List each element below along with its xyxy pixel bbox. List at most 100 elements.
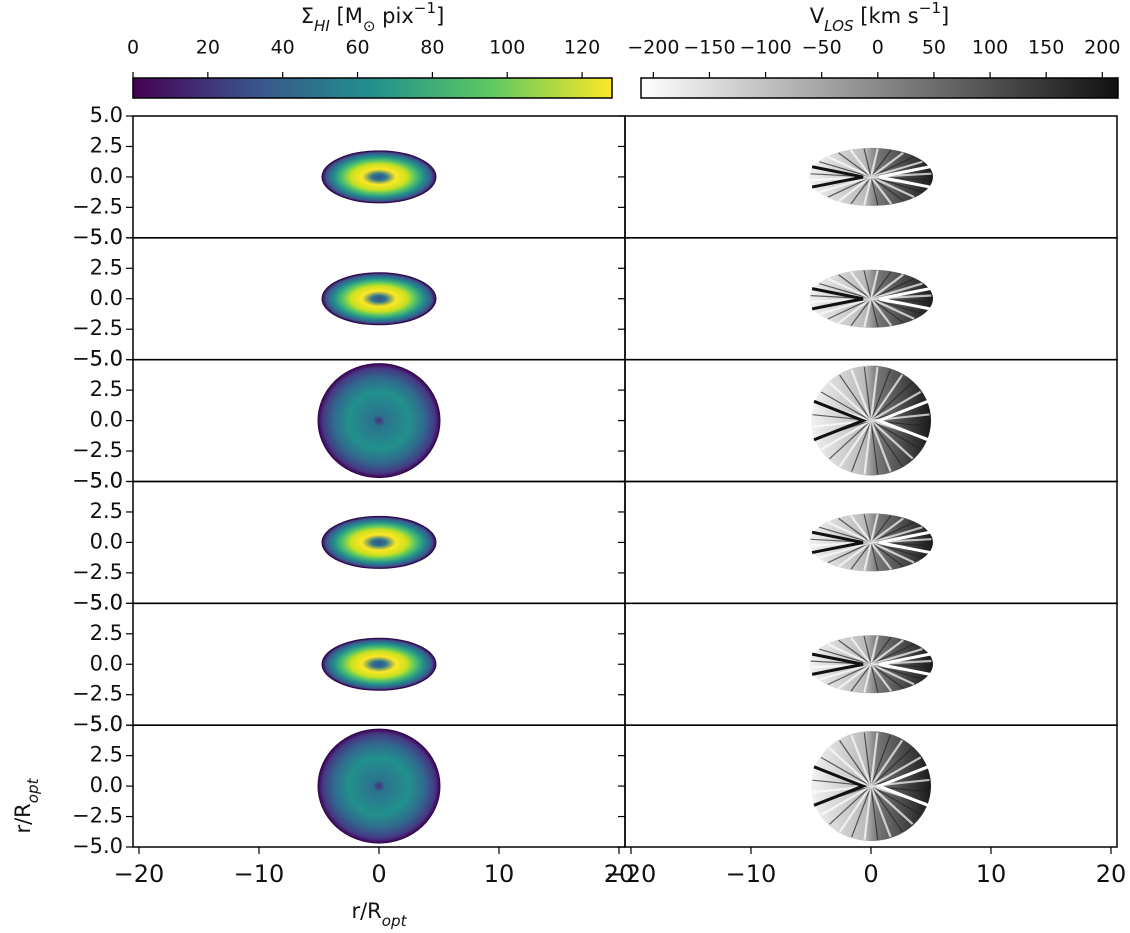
velocity-spoke [829, 785, 872, 825]
label-part: pix [376, 4, 414, 28]
hi-map [317, 728, 441, 844]
colorbar [132, 77, 613, 99]
velocity-spoke [819, 283, 872, 300]
velocity-spoke [870, 739, 904, 787]
velocity-spoke [838, 176, 872, 202]
velocity-spoke [828, 747, 872, 787]
colorbar-tick-label: 100 [972, 37, 1008, 59]
velocity-spoke [819, 663, 872, 681]
velocity-spoke [863, 148, 872, 178]
velocity-spoke [870, 747, 913, 787]
velocity-spoke [819, 648, 872, 665]
velocity-spoke [828, 381, 872, 422]
velocity-spoke [850, 176, 872, 205]
velocity-spoke [827, 176, 872, 198]
colorbar-tick-label: 200 [1084, 37, 1120, 59]
label-part: r/R [351, 899, 381, 923]
velocity-spoke [870, 663, 893, 692]
velocity-spoke [870, 521, 915, 543]
velocity-spoke [869, 366, 879, 421]
hi-map [321, 637, 437, 691]
velocity-spoke [869, 148, 879, 178]
velocity-spoke [820, 756, 872, 787]
y-tick-label: −2.5 [72, 560, 123, 584]
velocity-spoke [819, 526, 872, 543]
velocity-spoke [849, 149, 872, 178]
velocity-spoke [870, 517, 904, 544]
velocity-spoke [870, 298, 893, 327]
velocity-spoke [870, 541, 904, 567]
velocity-spoke [819, 297, 872, 315]
velocity-spoke [870, 273, 904, 300]
velocity-spoke [838, 297, 872, 324]
y-tick-label: −5.0 [72, 712, 123, 736]
velocity-spoke [870, 149, 892, 178]
velocity-spoke [870, 381, 913, 422]
velocity-spoke [863, 635, 872, 665]
velocity-spoke [869, 420, 892, 472]
y-tick-label: −5.0 [72, 225, 123, 249]
velocity-spoke [870, 664, 879, 693]
velocity-spoke [863, 366, 872, 421]
x-tick-label: 20 [1096, 860, 1127, 888]
velocity-feature [874, 765, 929, 807]
velocity-spoke [827, 541, 872, 564]
y-tick-label: 5.0 [90, 103, 123, 127]
y-tick-label: 0.0 [90, 286, 123, 310]
y-tick-label: 2.5 [90, 743, 123, 767]
y-tick-label: 5.0 [90, 225, 123, 249]
velocity-feature [811, 652, 864, 676]
x-tick-label: −20 [606, 860, 657, 888]
velocity-spoke [850, 298, 872, 326]
velocity-spoke [839, 740, 872, 787]
velocity-spoke [863, 542, 873, 571]
velocity-spoke [827, 521, 872, 544]
label-subscript: ⊙ [363, 17, 376, 35]
velocity-spoke [870, 176, 893, 205]
velocity-spoke [869, 732, 879, 787]
velocity-feature [811, 287, 864, 311]
velocity-spoke [827, 643, 872, 666]
x-tick-label: 20 [604, 860, 635, 888]
velocity-spoke [870, 175, 915, 198]
velocity-spoke [870, 160, 923, 178]
velocity-spoke [838, 152, 872, 178]
velocity-spoke [849, 636, 872, 665]
velocity-spoke [819, 175, 872, 194]
velocity-spoke [863, 176, 873, 206]
colorbar-tick-label: 120 [564, 37, 600, 59]
label-subscript: HI [314, 17, 330, 35]
velocity-spoke [870, 786, 879, 840]
hi-map [317, 363, 441, 479]
y-tick-label: 5.0 [90, 347, 123, 371]
x-axis-label: r/Ropt [351, 899, 407, 930]
y-tick-label: −5.0 [72, 590, 123, 614]
velocity-spoke [838, 274, 872, 300]
velocity-spoke [827, 155, 872, 178]
velocity-spoke [838, 517, 872, 543]
y-tick-label: 5.0 [90, 712, 123, 736]
velocity-spoke [870, 298, 879, 328]
velocity-spoke [870, 420, 879, 475]
velocity-spoke [829, 420, 872, 460]
velocity-feature [811, 530, 864, 555]
velocity-spoke [869, 635, 879, 665]
velocity-spoke [819, 161, 872, 178]
velocity-spoke [870, 785, 914, 825]
velocity-spoke [827, 298, 872, 320]
velocity-spoke [838, 419, 872, 467]
velocity-spoke [869, 270, 879, 300]
y-tick-label: 2.5 [90, 621, 123, 645]
colorbar-tick-label: 20 [196, 37, 220, 59]
velocity-spoke [870, 282, 923, 300]
colorbar-tick-label: −200 [627, 37, 679, 59]
hi-map [321, 272, 437, 326]
colorbar-tick-label: −50 [802, 37, 842, 59]
velocity-spoke [870, 663, 915, 686]
velocity-spoke [870, 515, 892, 543]
velocity-spoke [870, 734, 891, 787]
colorbar-tick-label: 80 [420, 37, 444, 59]
velocity-spoke [850, 663, 872, 692]
y-axis-label: r/Ropt [11, 777, 42, 833]
hi-map [321, 150, 437, 204]
